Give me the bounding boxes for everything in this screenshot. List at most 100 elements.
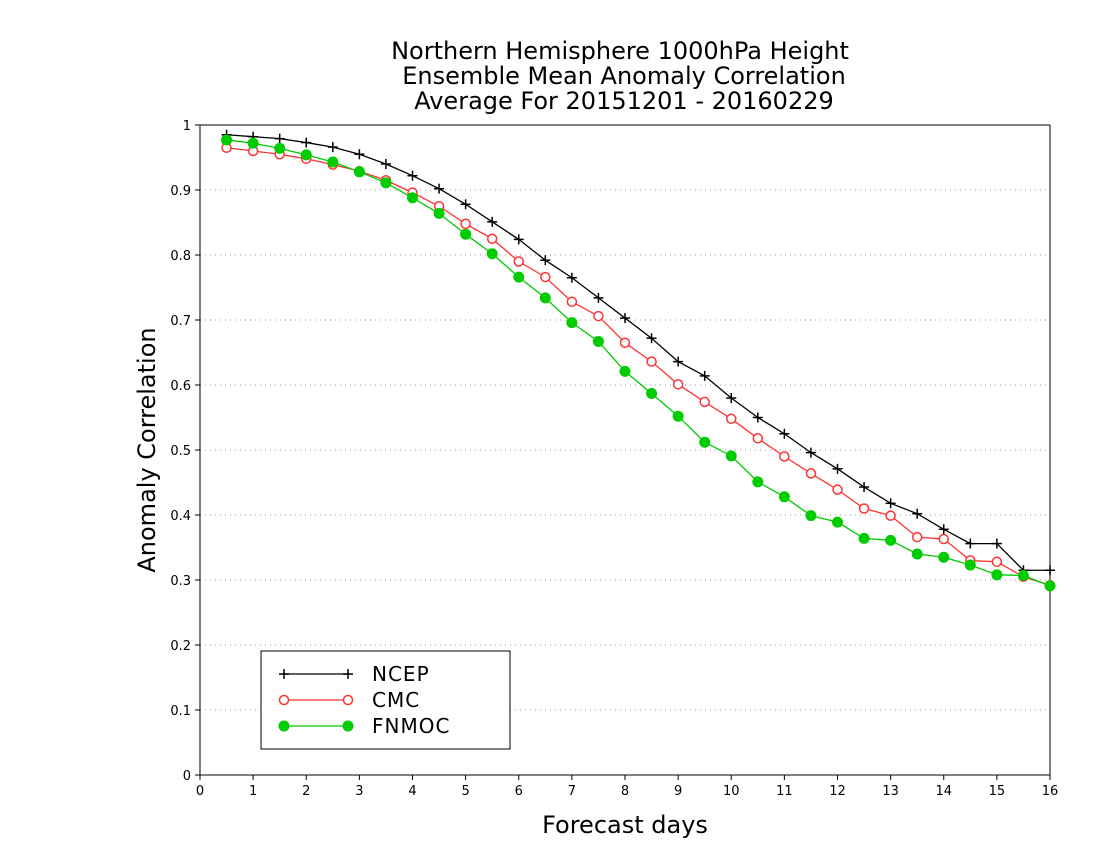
- data-point-fnmoc: [247, 137, 259, 149]
- data-point-ncep: [620, 313, 630, 324]
- legend-entry-fnmoc: FNMOC: [278, 714, 450, 738]
- data-point-cmc: [486, 233, 498, 244]
- legend-marker-ncep: [279, 669, 289, 679]
- data-point-ncep: [380, 159, 391, 169]
- legend-label-ncep: NCEP: [372, 662, 430, 686]
- data-point-ncep: [885, 498, 896, 509]
- data-point-ncep: [407, 170, 418, 181]
- data-point-cmc: [566, 296, 578, 308]
- y-tick-label: 0.7: [170, 314, 191, 329]
- data-point-fnmoc: [407, 192, 418, 204]
- data-point-fnmoc: [911, 548, 923, 560]
- y-tick-label: 0.9: [170, 184, 191, 199]
- data-point-ncep: [487, 216, 498, 227]
- data-point-ncep: [805, 447, 816, 458]
- data-point-fnmoc: [699, 436, 711, 448]
- data-point-ncep: [726, 393, 737, 403]
- data-point-fnmoc: [486, 248, 498, 260]
- data-point-ncep: [646, 333, 657, 344]
- x-tick-label: 13: [882, 784, 899, 799]
- data-point-cmc: [832, 484, 843, 495]
- data-point-cmc: [805, 468, 817, 479]
- data-point-cmc: [752, 433, 764, 444]
- data-point-cmc: [513, 256, 524, 267]
- data-point-cmc: [779, 451, 790, 462]
- data-point-fnmoc: [805, 510, 817, 522]
- grid-lines: [200, 189, 1050, 711]
- legend-label-cmc: CMC: [372, 688, 420, 712]
- data-point-ncep: [354, 149, 365, 160]
- legend-marker-cmc: [342, 694, 354, 706]
- y-tick-label: 0.4: [170, 509, 191, 524]
- data-point-fnmoc: [964, 559, 976, 571]
- chart-title-line-1: Northern Hemisphere 1000hPa Height: [391, 37, 849, 65]
- data-point-ncep: [991, 538, 1002, 549]
- data-point-fnmoc: [832, 516, 843, 528]
- x-tick-label: 0: [196, 784, 204, 799]
- data-point-fnmoc: [353, 166, 365, 178]
- chart-title-line-2: Ensemble Mean Anomaly Correlation: [402, 62, 846, 90]
- data-point-cmc: [991, 556, 1003, 568]
- legend-marker-fnmoc: [278, 720, 290, 732]
- data-series: [221, 129, 1056, 592]
- y-tick-label: 0.3: [170, 574, 191, 589]
- data-point-fnmoc: [752, 476, 764, 488]
- x-tick-label: 9: [674, 784, 682, 799]
- data-point-cmc: [885, 510, 896, 521]
- y-tick-label: 0: [183, 769, 191, 784]
- axis-ticks: 00.10.20.30.40.50.60.70.80.910 1 2 3 4 5 6 7 8 9 1…: [170, 119, 1058, 799]
- x-tick-label: 14: [935, 784, 952, 799]
- data-point-cmc: [540, 271, 551, 283]
- y-tick-label: 0.8: [170, 249, 191, 264]
- data-point-fnmoc: [619, 365, 631, 377]
- data-point-fnmoc: [327, 156, 339, 168]
- series-ncep: [221, 129, 1055, 576]
- legend-marker-ncep: [343, 669, 353, 679]
- data-point-cmc: [938, 533, 949, 545]
- x-tick-label: 12: [829, 784, 846, 799]
- data-point-fnmoc: [300, 149, 312, 161]
- data-point-ncep: [274, 133, 285, 144]
- y-tick-label: 1: [183, 119, 191, 134]
- x-tick-label: 4: [408, 784, 416, 799]
- y-tick-label: 0.6: [170, 379, 191, 394]
- data-point-fnmoc: [380, 177, 392, 189]
- data-point-ncep: [859, 482, 870, 493]
- data-point-ncep: [566, 272, 577, 283]
- x-tick-label: 2: [302, 784, 310, 799]
- legend-marker-cmc: [278, 694, 290, 706]
- x-tick-label: 7: [568, 784, 576, 799]
- data-point-ncep: [1045, 565, 1055, 576]
- data-point-ncep: [938, 524, 949, 535]
- y-tick-label: 0.2: [170, 639, 191, 654]
- data-point-fnmoc: [646, 387, 658, 399]
- data-point-ncep: [779, 428, 790, 439]
- data-point-ncep: [832, 463, 843, 474]
- x-tick-label: 1: [249, 784, 257, 799]
- data-point-fnmoc: [566, 317, 578, 329]
- x-tick-label: 8: [621, 784, 629, 799]
- data-point-fnmoc: [778, 491, 790, 503]
- data-point-ncep: [912, 508, 923, 519]
- data-point-ncep: [593, 292, 604, 303]
- data-point-cmc: [672, 379, 684, 390]
- data-point-ncep: [301, 137, 312, 148]
- data-point-ncep: [513, 234, 524, 245]
- data-point-ncep: [434, 183, 445, 194]
- data-point-cmc: [726, 413, 737, 425]
- data-point-fnmoc: [885, 534, 897, 546]
- series-line-ncep: [226, 134, 1050, 571]
- series-cmc: [221, 142, 1056, 591]
- legend-entry-cmc: CMC: [278, 688, 420, 712]
- x-tick-label: 10: [723, 784, 740, 799]
- y-tick-label: 0.1: [170, 704, 191, 719]
- data-point-fnmoc: [858, 532, 870, 544]
- x-tick-label: 16: [1042, 784, 1059, 799]
- data-point-fnmoc: [725, 450, 737, 462]
- data-point-cmc: [593, 310, 604, 322]
- data-point-fnmoc: [1044, 580, 1056, 592]
- data-point-cmc: [619, 337, 631, 348]
- legend-label-fnmoc: FNMOC: [372, 714, 450, 738]
